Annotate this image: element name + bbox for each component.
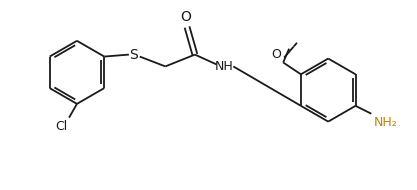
Text: NH₂: NH₂ bbox=[373, 116, 397, 129]
Text: NH: NH bbox=[215, 60, 234, 73]
Text: methoxy: methoxy bbox=[290, 45, 296, 47]
Text: S: S bbox=[129, 48, 138, 62]
Text: Cl: Cl bbox=[55, 120, 67, 133]
Text: O: O bbox=[271, 48, 281, 60]
Text: O: O bbox=[181, 10, 191, 24]
